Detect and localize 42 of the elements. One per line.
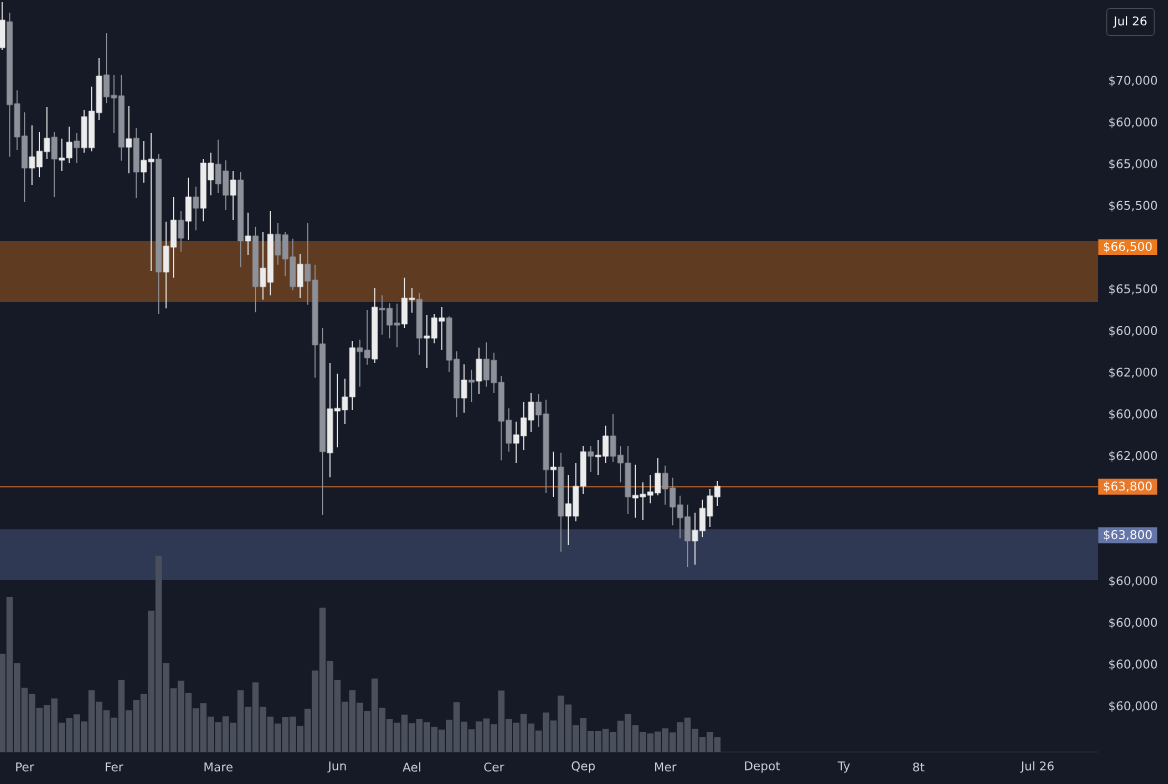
x-tick-label: Jun (327, 761, 346, 773)
x-tick-label: Jul 26 (1020, 761, 1054, 773)
candlestick (475, 347, 482, 395)
text: $60,000 (1109, 325, 1158, 337)
candlestick (73, 132, 80, 164)
candlestick (297, 253, 304, 299)
candlestick (230, 170, 237, 221)
candlestick (461, 363, 468, 414)
candlestick (587, 445, 594, 473)
text: $60,000 (1109, 659, 1158, 671)
x-tick-label: Fer (105, 762, 124, 772)
text: Jul 26 (1113, 16, 1147, 28)
x-tick-label: Mer (655, 762, 677, 772)
x-tick-label: Mare (204, 762, 233, 772)
candlestick (245, 212, 252, 256)
text: $70,000 (1109, 75, 1158, 87)
text: $60,000 (1109, 409, 1158, 421)
text: $62,000 (1109, 367, 1158, 379)
text: $65,000 (1109, 158, 1158, 170)
text: $60,000 (1109, 701, 1158, 712)
x-tick-label: Depot (745, 761, 780, 773)
candlestick (468, 369, 475, 403)
x-tick-label: 8t (913, 762, 925, 772)
text: $60,000 (1109, 117, 1158, 129)
text: $65,500 (1109, 284, 1158, 295)
text: $62,000 (1109, 450, 1158, 462)
candlestick (125, 105, 132, 174)
text: $63,800 (1103, 481, 1152, 493)
x-tick-label: Ty (837, 761, 850, 773)
band-label: $63,800 (1103, 529, 1152, 541)
candlestick (550, 451, 557, 498)
text: $65,500 (1109, 200, 1158, 212)
text: $60,000 (1109, 617, 1158, 629)
text: $60,000 (1109, 575, 1158, 587)
candlestick (192, 186, 199, 231)
x-tick-label: Per (16, 762, 35, 772)
band-label: $66,500 (1103, 241, 1152, 253)
x-tick-label: Qep (571, 761, 595, 773)
x-tick-label: Cer (484, 762, 505, 772)
candlestick (178, 210, 185, 253)
candlestick (51, 131, 58, 198)
x-tick-label: Ael (402, 762, 421, 772)
